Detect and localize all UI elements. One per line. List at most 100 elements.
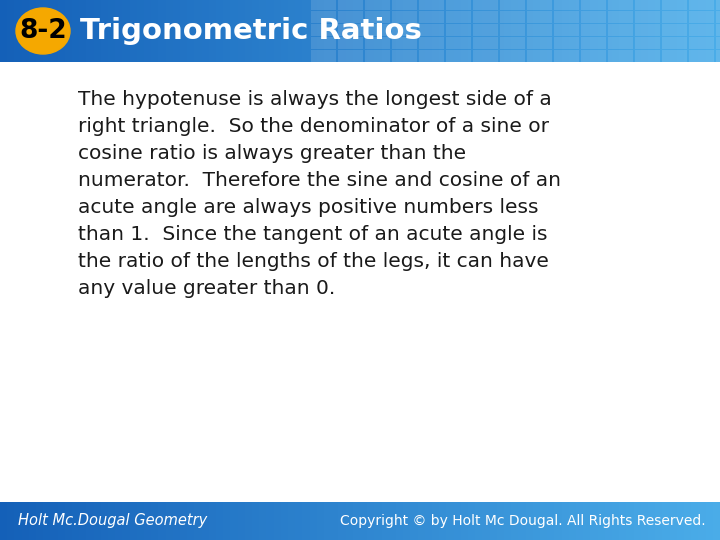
Bar <box>137 502 145 540</box>
Bar <box>598 502 606 540</box>
Text: any value greater than 0.: any value greater than 0. <box>78 279 336 298</box>
Bar <box>691 0 699 62</box>
Bar <box>562 502 570 540</box>
Bar <box>461 502 469 540</box>
Bar <box>346 502 354 540</box>
Bar <box>403 502 411 540</box>
Bar <box>295 502 303 540</box>
Bar <box>410 502 418 540</box>
Bar <box>619 502 627 540</box>
Bar <box>472 24 498 36</box>
Bar <box>580 0 606 10</box>
Bar <box>583 502 591 540</box>
Bar <box>137 0 145 62</box>
Bar <box>266 0 274 62</box>
Bar <box>108 0 116 62</box>
Bar <box>608 0 633 10</box>
Bar <box>511 0 519 62</box>
Bar <box>180 502 188 540</box>
Bar <box>500 24 525 36</box>
Bar <box>288 502 296 540</box>
Bar <box>50 502 58 540</box>
Bar <box>266 502 274 540</box>
Bar <box>446 50 471 62</box>
Bar <box>612 0 620 62</box>
Bar <box>144 502 152 540</box>
Bar <box>58 502 66 540</box>
Bar <box>706 0 714 62</box>
Bar <box>706 502 714 540</box>
Bar <box>389 0 397 62</box>
Bar <box>295 0 303 62</box>
Bar <box>446 0 471 10</box>
Bar <box>338 11 363 23</box>
Bar <box>533 502 541 540</box>
Bar <box>446 0 454 62</box>
Bar <box>468 502 476 540</box>
Bar <box>662 24 687 36</box>
Bar <box>526 0 552 10</box>
Bar <box>302 0 310 62</box>
Bar <box>310 11 336 23</box>
Bar <box>374 502 382 540</box>
Bar <box>338 37 363 49</box>
Bar <box>526 50 552 62</box>
Bar <box>446 24 471 36</box>
Bar <box>562 0 570 62</box>
Bar <box>713 502 720 540</box>
Bar <box>151 502 159 540</box>
Bar <box>439 502 447 540</box>
Bar <box>346 0 354 62</box>
Bar <box>482 0 490 62</box>
Bar <box>281 502 289 540</box>
Ellipse shape <box>16 8 70 54</box>
Bar <box>418 50 444 62</box>
Bar <box>677 502 685 540</box>
Bar <box>259 0 267 62</box>
Bar <box>43 0 51 62</box>
Bar <box>670 502 678 540</box>
Bar <box>677 0 685 62</box>
Text: Holt Mc.Dougal Geometry: Holt Mc.Dougal Geometry <box>18 514 207 529</box>
Bar <box>94 502 102 540</box>
Bar <box>634 0 642 62</box>
Bar <box>79 502 87 540</box>
Bar <box>230 502 238 540</box>
Bar <box>36 502 44 540</box>
Bar <box>245 0 253 62</box>
Bar <box>716 11 720 23</box>
Bar <box>454 502 462 540</box>
Bar <box>274 502 282 540</box>
Bar <box>194 0 202 62</box>
Bar <box>389 502 397 540</box>
Bar <box>547 0 555 62</box>
Bar <box>130 502 138 540</box>
Bar <box>454 0 462 62</box>
Bar <box>634 37 660 49</box>
Bar <box>526 37 552 49</box>
Bar <box>43 502 51 540</box>
Bar <box>641 0 649 62</box>
Bar <box>716 37 720 49</box>
Bar <box>605 0 613 62</box>
Bar <box>583 0 591 62</box>
Bar <box>580 37 606 49</box>
Text: cosine ratio is always greater than the: cosine ratio is always greater than the <box>78 144 466 163</box>
Bar <box>331 502 339 540</box>
Bar <box>547 502 555 540</box>
Bar <box>86 0 94 62</box>
Bar <box>364 24 390 36</box>
Bar <box>223 0 231 62</box>
Bar <box>500 0 525 10</box>
Bar <box>554 0 562 62</box>
Bar <box>392 0 417 10</box>
Bar <box>662 37 687 49</box>
Bar <box>367 502 375 540</box>
Bar <box>472 37 498 49</box>
Bar <box>144 0 152 62</box>
Bar <box>684 502 692 540</box>
Text: 8-2: 8-2 <box>19 18 67 44</box>
Text: Copyright © by Holt Mc Dougal. All Rights Reserved.: Copyright © by Holt Mc Dougal. All Right… <box>341 514 706 528</box>
Bar <box>511 502 519 540</box>
Bar <box>72 502 80 540</box>
